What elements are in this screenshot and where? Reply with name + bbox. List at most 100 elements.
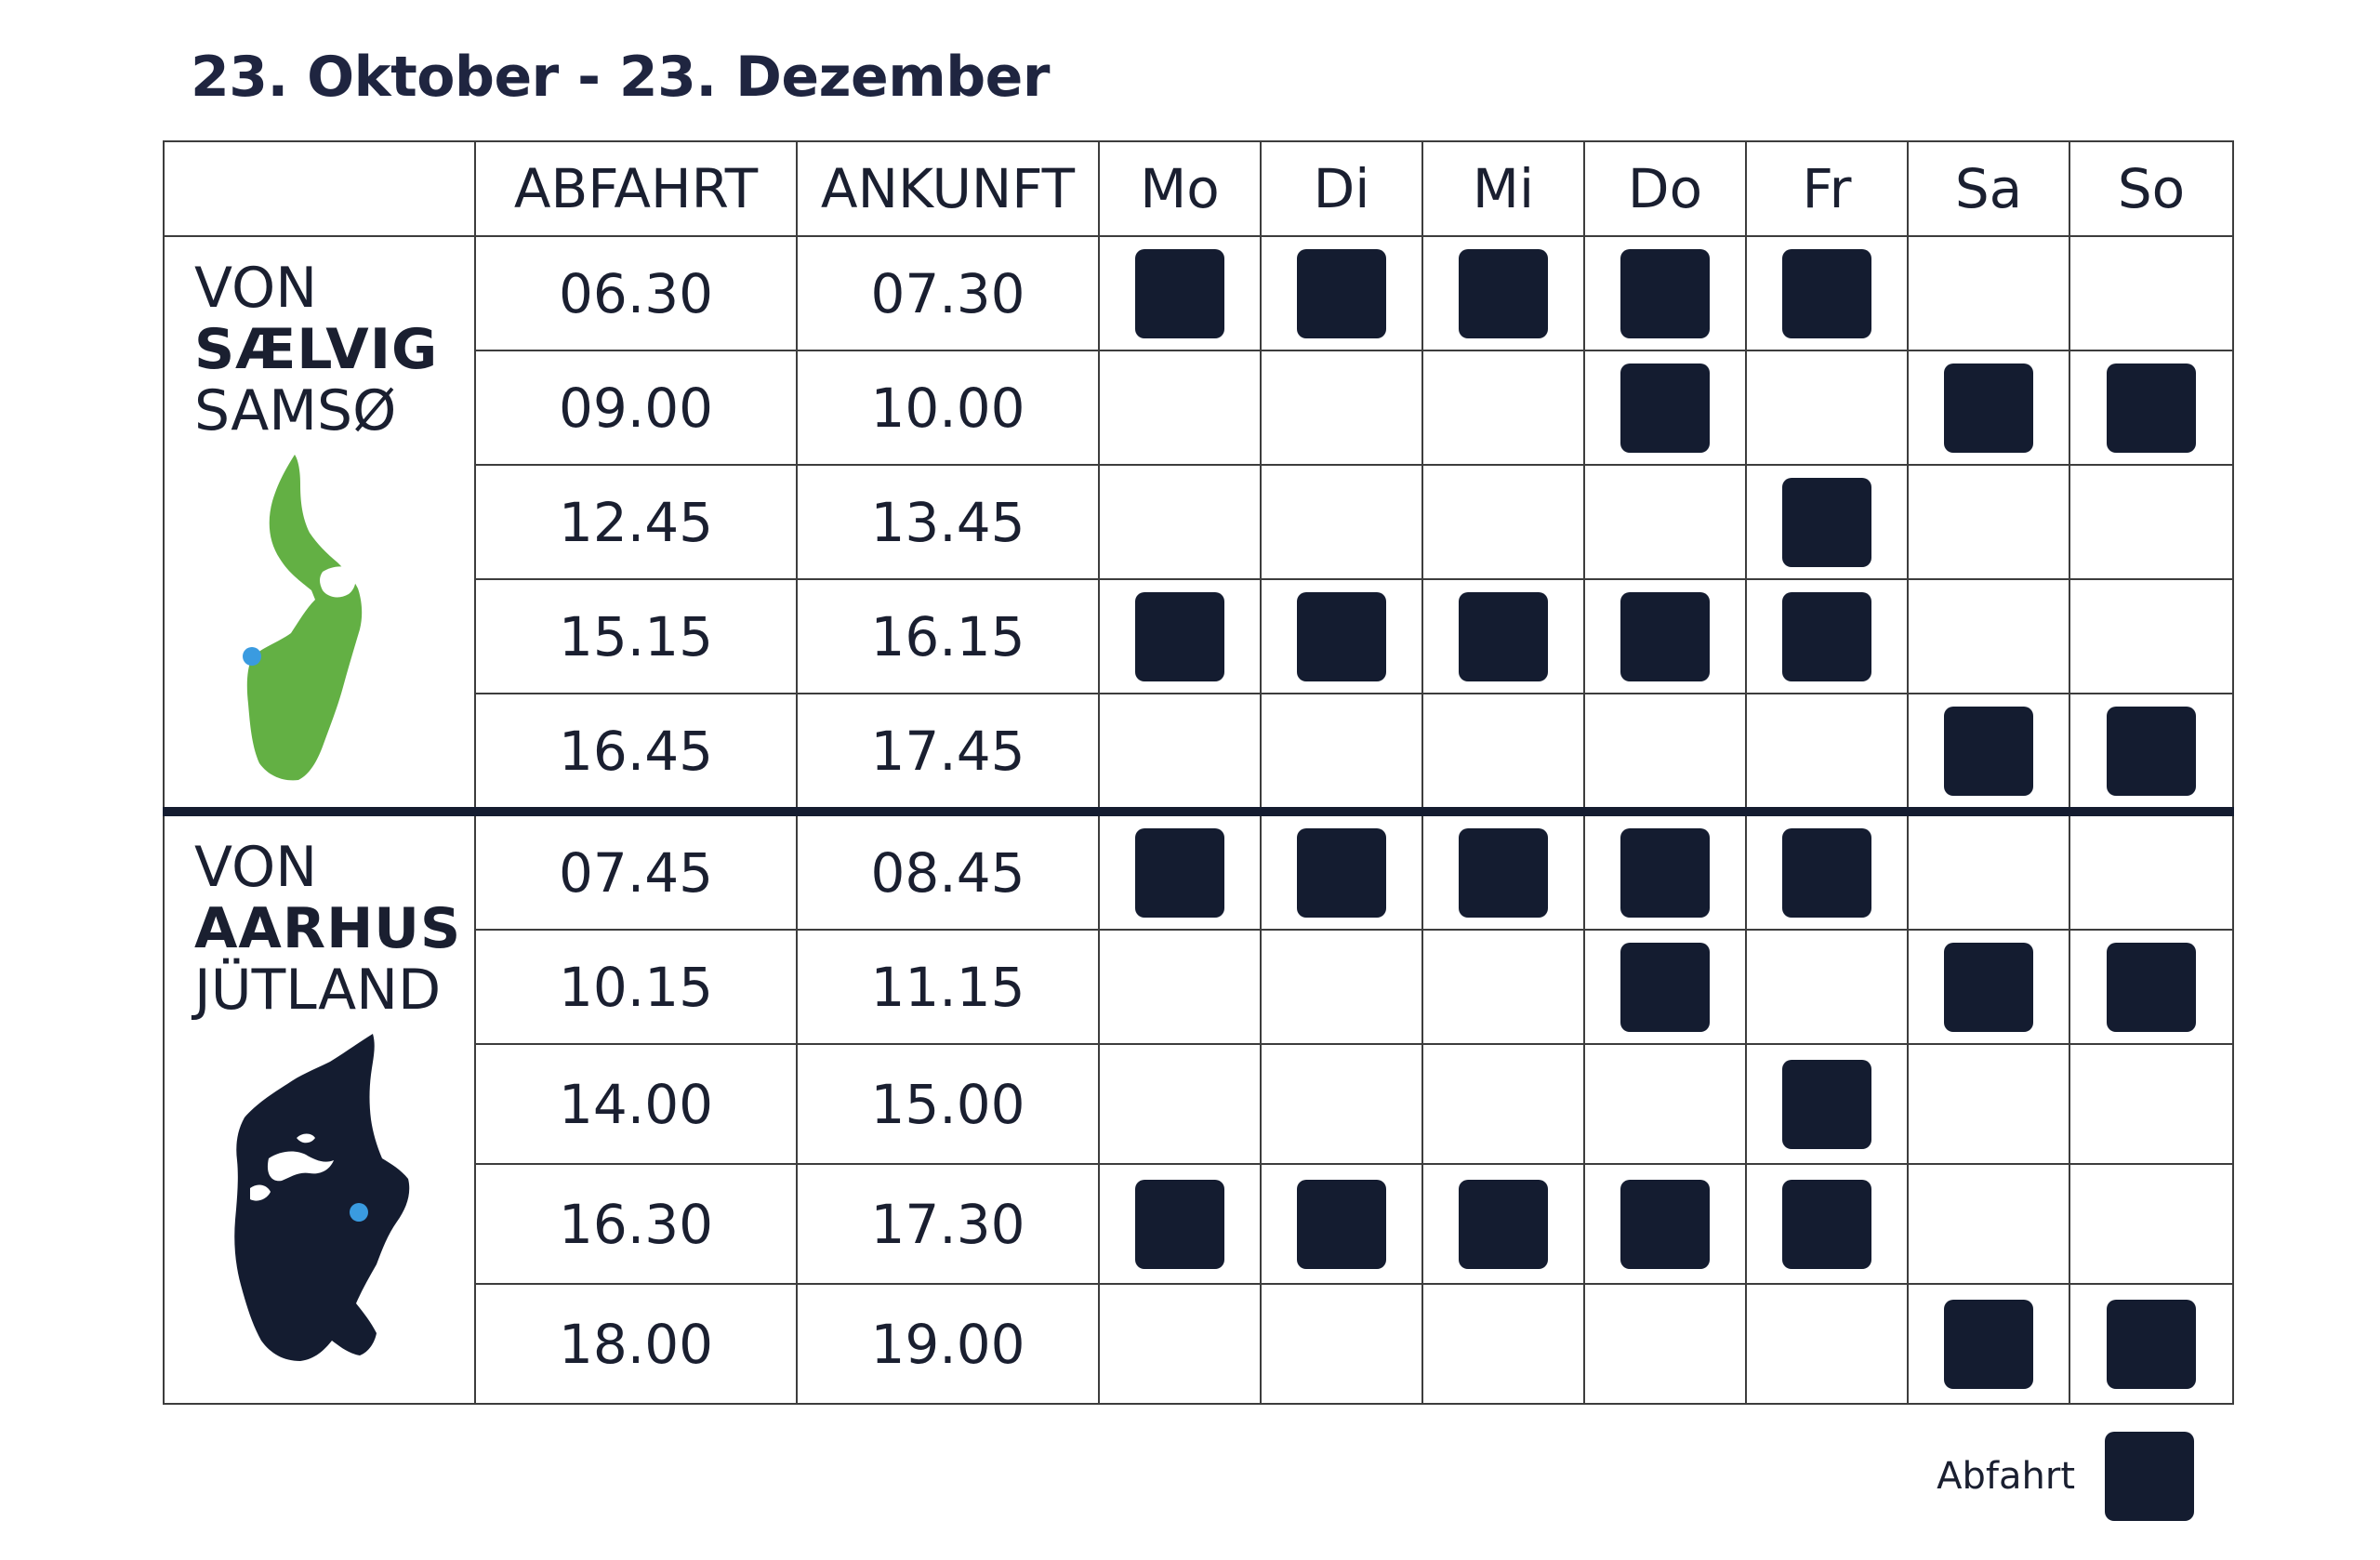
day-cell-do — [1583, 235, 1747, 351]
route-port-name: SÆLVIG — [194, 317, 439, 382]
departure-marker — [1135, 591, 1224, 681]
departure-marker — [1620, 363, 1710, 453]
departure-marker — [1459, 827, 1548, 918]
arrival-time: 11.15 — [796, 929, 1100, 1045]
departure-time: 06.30 — [474, 235, 798, 351]
day-cell-sa — [1907, 1283, 2070, 1405]
arrival-time: 08.45 — [796, 807, 1100, 931]
day-cell-fr — [1745, 1163, 1909, 1285]
day-cell-mi — [1421, 464, 1585, 580]
arrival-time: 07.30 — [796, 235, 1100, 351]
departure-marker — [1944, 363, 2033, 453]
day-cell-di — [1260, 1283, 1423, 1405]
day-cell-fr — [1745, 235, 1909, 351]
day-cell-mi — [1421, 1043, 1585, 1165]
day-cell-di — [1260, 235, 1423, 351]
route-region-name: SAMSØ — [194, 378, 397, 443]
legend-departure-box — [2105, 1432, 2194, 1521]
day-cell-mo — [1098, 1043, 1262, 1165]
day-cell-so — [2069, 693, 2234, 813]
legend-label: Abfahrt — [1937, 1455, 2075, 1498]
day-cell-fr — [1745, 693, 1909, 813]
schedule-row: 15.15 16.15 — [164, 578, 2234, 694]
schedule-row: VON AARHUS JÜTLAND 07.45 08.45 — [163, 807, 2234, 1405]
day-cell-mo — [1098, 1163, 1262, 1285]
day-cell-sa — [1907, 1163, 2070, 1285]
schedule-row: 18.00 19.00 — [164, 1283, 2234, 1405]
route-von-label: VON — [194, 835, 318, 900]
route-cell: VON AARHUS JÜTLAND — [163, 807, 476, 1405]
day-cell-so — [2069, 1283, 2234, 1405]
departure-marker — [2107, 706, 2196, 796]
day-cell-so — [2069, 1043, 2234, 1165]
departure-marker — [1297, 591, 1386, 681]
table-header-row: ABFAHRT ANKUNFT Mo Di Mi Do Fr Sa So — [163, 140, 2234, 237]
day-cell-do — [1583, 1163, 1747, 1285]
departure-marker — [1135, 1179, 1224, 1269]
departure-marker — [2107, 363, 2196, 453]
departure-marker — [1782, 477, 1871, 567]
day-cell-mo — [1098, 693, 1262, 813]
header-abfahrt: ABFAHRT — [474, 140, 798, 237]
arrival-time: 17.45 — [796, 693, 1100, 813]
day-cell-so — [2069, 929, 2234, 1045]
departure-marker — [1459, 248, 1548, 338]
day-cell-mo — [1098, 929, 1262, 1045]
departure-marker — [1944, 706, 2033, 796]
day-cell-di — [1260, 1163, 1423, 1285]
arrival-time: 16.15 — [796, 578, 1100, 694]
departure-marker — [1459, 591, 1548, 681]
day-cell-sa — [1907, 693, 2070, 813]
departure-marker — [1297, 827, 1386, 918]
header-day-mo: Mo — [1098, 140, 1262, 237]
day-cell-di — [1260, 350, 1423, 466]
day-cell-di — [1260, 1043, 1423, 1165]
departure-marker — [1620, 827, 1710, 918]
day-cell-do — [1583, 464, 1747, 580]
schedule-row: 12.45 13.45 — [164, 464, 2234, 580]
day-cell-so — [2069, 1163, 2234, 1285]
departure-marker — [1135, 827, 1224, 918]
departure-time: 15.15 — [474, 578, 798, 694]
departure-marker — [1944, 1299, 2033, 1389]
departure-marker — [1782, 827, 1871, 918]
departure-marker — [2107, 942, 2196, 1032]
samso-island-map-icon — [243, 455, 363, 781]
route-von-label: VON — [194, 256, 318, 321]
schedule-row: VON SÆLVIG SAMSØ 06.30 07.30 — [163, 235, 2234, 813]
day-cell-di — [1260, 807, 1423, 931]
departure-time: 18.00 — [474, 1283, 798, 1405]
day-cell-sa — [1907, 350, 2070, 466]
day-cell-fr — [1745, 350, 1909, 466]
departure-marker — [1620, 942, 1710, 1032]
departure-time: 16.30 — [474, 1163, 798, 1285]
day-cell-di — [1260, 464, 1423, 580]
ferry-schedule-table: ABFAHRT ANKUNFT Mo Di Mi Do Fr Sa So VON… — [163, 140, 2234, 1405]
jutland-map-icon — [234, 1034, 410, 1361]
departure-marker — [1135, 248, 1224, 338]
day-cell-mo — [1098, 807, 1262, 931]
route-cell: VON SÆLVIG SAMSØ — [163, 235, 476, 813]
day-cell-fr — [1745, 807, 1909, 931]
day-cell-so — [2069, 578, 2234, 694]
day-cell-mo — [1098, 350, 1262, 466]
day-cell-so — [2069, 464, 2234, 580]
day-cell-mi — [1421, 1283, 1585, 1405]
departure-marker — [2107, 1299, 2196, 1389]
departure-marker — [1620, 1179, 1710, 1269]
day-cell-sa — [1907, 929, 2070, 1045]
schedule-row: 16.30 17.30 — [164, 1163, 2234, 1285]
schedule-body: VON SÆLVIG SAMSØ 06.30 07.30 09.00 10.00 12.45… — [163, 235, 2234, 1405]
day-cell-mi — [1421, 235, 1585, 351]
day-cell-mi — [1421, 929, 1585, 1045]
departure-marker — [1944, 942, 2033, 1032]
departure-marker — [1782, 1059, 1871, 1149]
departure-time: 12.45 — [474, 464, 798, 580]
header-day-mi: Mi — [1421, 140, 1585, 237]
schedule-title: 23. Oktober - 23. Dezember — [191, 45, 1050, 110]
day-cell-fr — [1745, 464, 1909, 580]
day-cell-sa — [1907, 235, 2070, 351]
header-day-sa: Sa — [1907, 140, 2070, 237]
day-cell-fr — [1745, 1043, 1909, 1165]
departure-marker — [1620, 248, 1710, 338]
